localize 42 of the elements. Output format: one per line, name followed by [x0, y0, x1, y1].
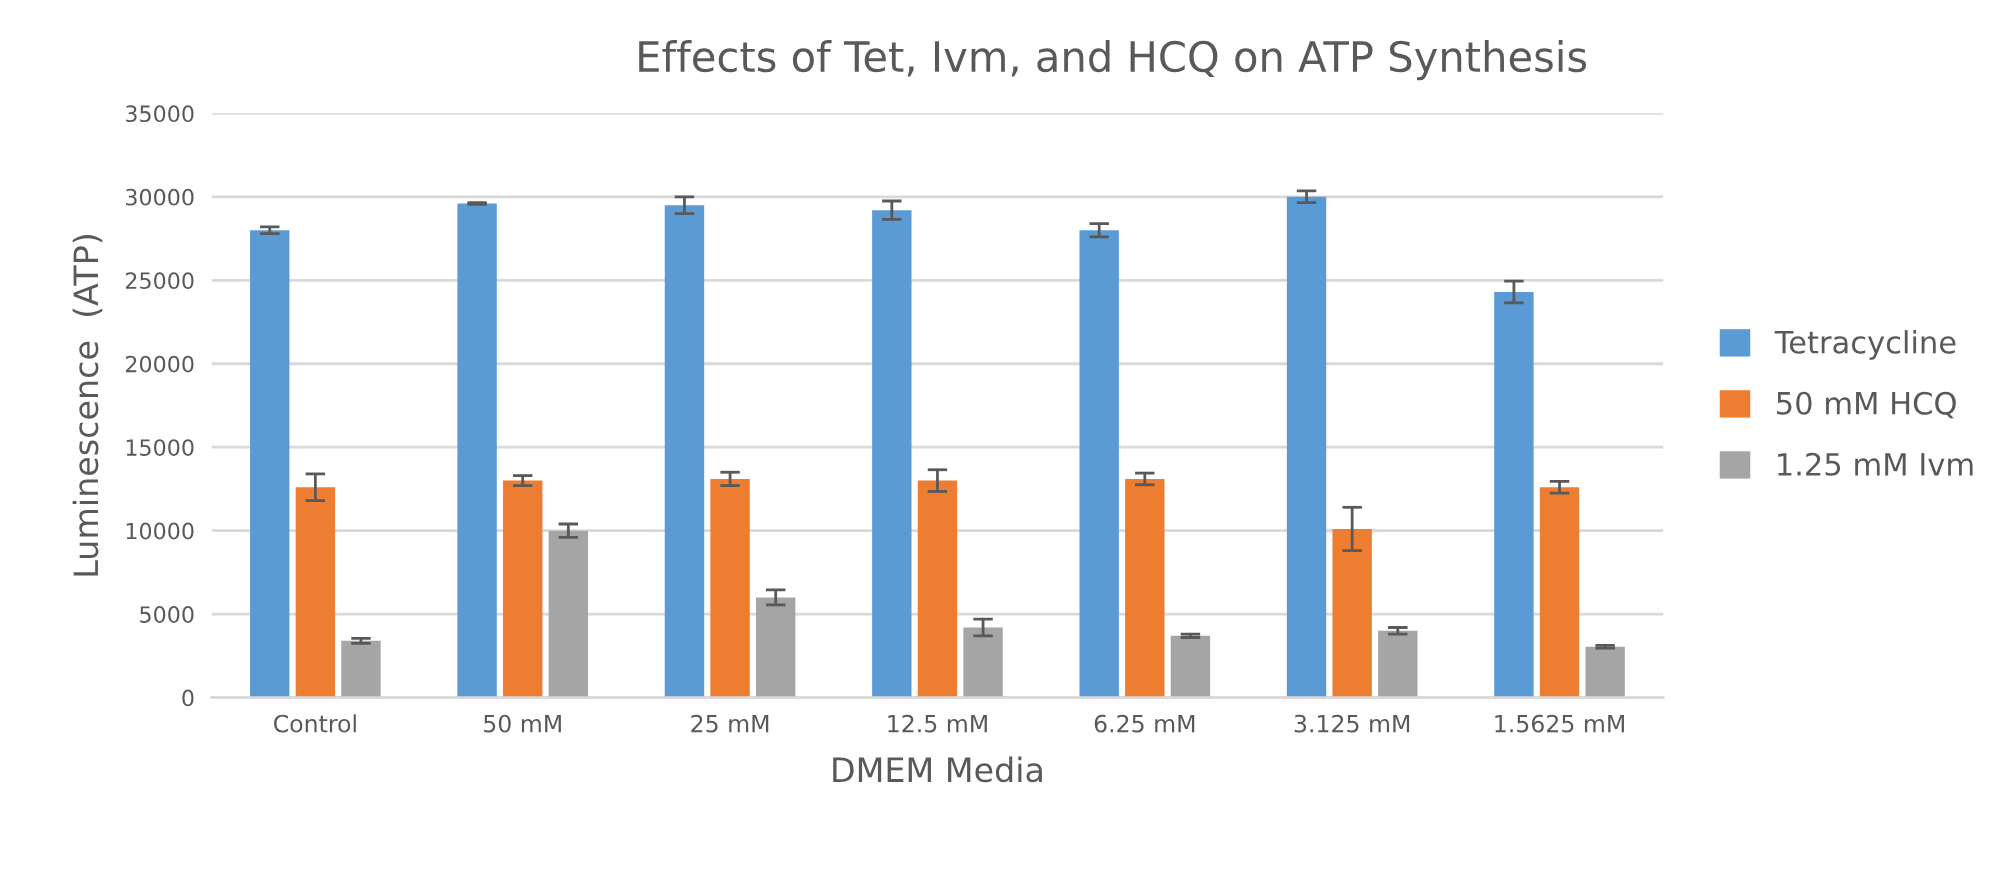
bar	[872, 210, 912, 698]
x-tick-label: 3.125 mM	[1294, 714, 1410, 733]
bar	[664, 205, 705, 698]
bar	[1539, 487, 1580, 698]
y-tick-label: 15000	[126, 439, 194, 456]
y-tick-label: 25000	[125, 272, 194, 290]
bar	[457, 203, 497, 698]
x-tick-label: 12.5 mM	[888, 714, 987, 733]
x-tick-label: 6.25 mM	[1094, 714, 1195, 733]
y-tick-label: 30000	[126, 188, 194, 206]
y-axis-title: Luminescence (ATP)	[72, 235, 103, 576]
bar	[548, 530, 589, 698]
y-tick-label: 5000	[140, 606, 194, 623]
chart-title: Effects of Tet, Ivm, and HCQ on ATP Synthesis	[639, 40, 1587, 81]
x-tick-label: Control	[274, 714, 356, 733]
bar	[1286, 196, 1327, 698]
bar	[1585, 646, 1625, 698]
x-axis-title: DMEM Media	[833, 756, 1042, 783]
bar	[1494, 291, 1534, 698]
bar	[503, 480, 543, 698]
legend-label: 50 mM HCQ	[1777, 391, 1956, 419]
x-tick-label: 1.5625 mM	[1495, 714, 1624, 733]
bar	[250, 230, 290, 698]
y-tick-label: 20000	[125, 355, 194, 373]
x-tick-label: 25 mM	[691, 714, 769, 733]
bar	[1079, 230, 1119, 698]
y-tick-label: 35000	[126, 105, 194, 123]
x-tick-label: 50 mM	[484, 714, 561, 733]
bar	[1378, 630, 1418, 698]
bar	[1170, 635, 1211, 698]
y-tick-label: 10000	[126, 522, 194, 540]
bar	[917, 480, 958, 698]
legend-label: Tetracycline	[1774, 330, 1956, 360]
bar	[756, 597, 796, 698]
legend-label: 1.25 mM Ivm	[1778, 452, 1973, 476]
y-tick-label: 0	[182, 689, 194, 707]
bar	[1125, 478, 1165, 698]
bar	[341, 640, 381, 698]
bar	[295, 487, 336, 698]
bar	[963, 627, 1003, 698]
bar	[710, 478, 750, 698]
bar	[1332, 529, 1372, 698]
